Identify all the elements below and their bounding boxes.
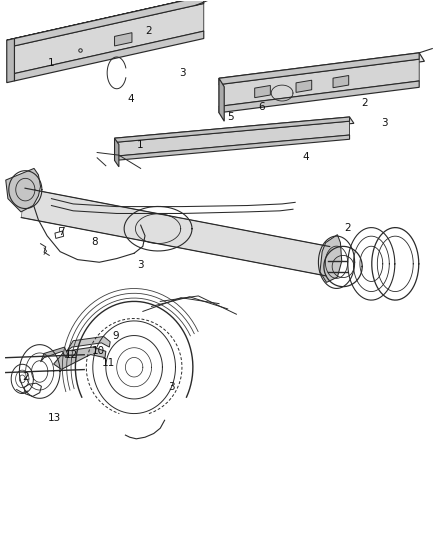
- Polygon shape: [6, 168, 41, 212]
- Text: 3: 3: [168, 382, 174, 392]
- Text: 2: 2: [22, 372, 28, 382]
- Text: 13: 13: [48, 413, 61, 423]
- Polygon shape: [333, 76, 349, 88]
- Polygon shape: [53, 347, 106, 369]
- Polygon shape: [219, 53, 424, 87]
- Text: 2: 2: [361, 98, 368, 108]
- Polygon shape: [115, 138, 119, 167]
- Text: 11: 11: [102, 358, 116, 368]
- Polygon shape: [7, 38, 14, 83]
- Polygon shape: [7, 0, 204, 40]
- Polygon shape: [115, 117, 354, 144]
- Text: 2: 2: [145, 26, 152, 36]
- Polygon shape: [115, 135, 350, 160]
- Text: 3: 3: [179, 69, 185, 78]
- Polygon shape: [41, 347, 67, 362]
- Polygon shape: [219, 59, 419, 107]
- Polygon shape: [320, 235, 342, 282]
- Polygon shape: [219, 78, 224, 121]
- Text: 6: 6: [258, 102, 265, 112]
- Polygon shape: [254, 85, 270, 98]
- Polygon shape: [67, 336, 110, 351]
- Text: 5: 5: [227, 112, 233, 122]
- Polygon shape: [21, 188, 330, 276]
- Polygon shape: [115, 117, 350, 142]
- Text: 1: 1: [137, 140, 143, 150]
- Text: 1: 1: [48, 59, 55, 68]
- Polygon shape: [296, 80, 312, 92]
- Text: 4: 4: [128, 94, 134, 104]
- Polygon shape: [14, 4, 204, 74]
- Text: 10: 10: [92, 346, 105, 357]
- Text: 4: 4: [303, 152, 309, 161]
- Polygon shape: [219, 81, 419, 113]
- Polygon shape: [115, 121, 350, 156]
- Text: 12: 12: [65, 350, 78, 360]
- Text: 3: 3: [138, 261, 144, 270]
- Text: 8: 8: [91, 237, 97, 247]
- Text: 9: 9: [112, 332, 119, 342]
- Text: 7: 7: [58, 227, 65, 237]
- Polygon shape: [115, 33, 132, 46]
- Polygon shape: [14, 0, 204, 46]
- Polygon shape: [14, 31, 204, 81]
- Polygon shape: [219, 53, 419, 85]
- Text: 2: 2: [344, 223, 351, 233]
- Text: 3: 3: [381, 118, 388, 128]
